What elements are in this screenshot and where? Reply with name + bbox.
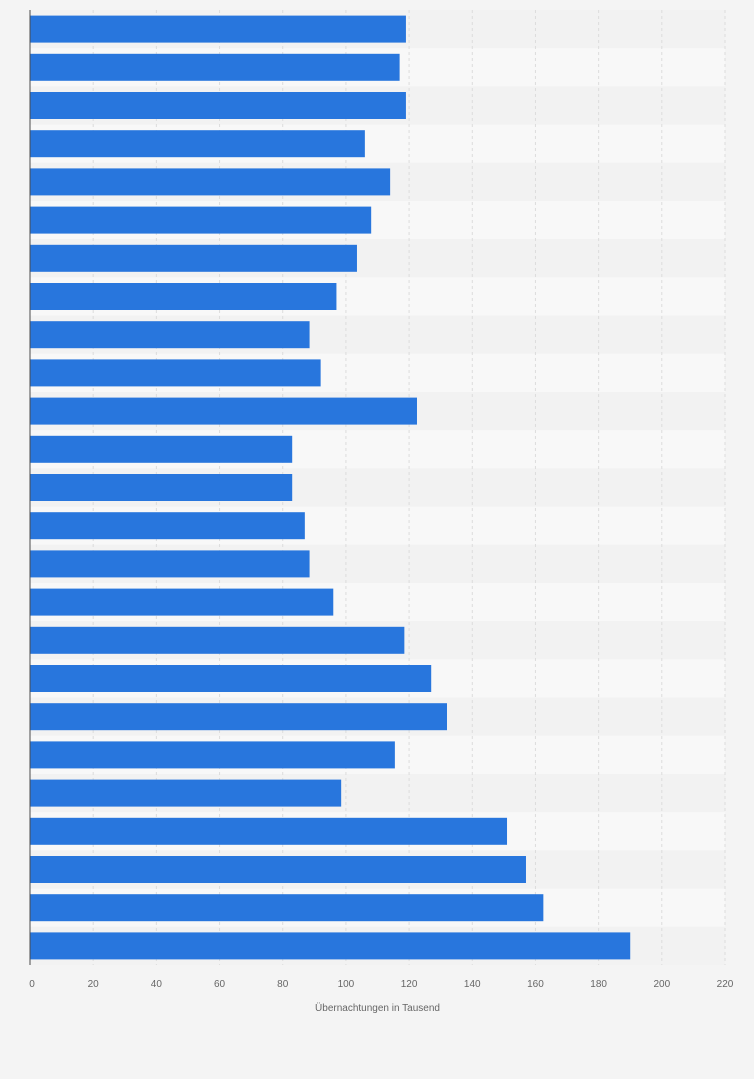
x-tick-label: 120 — [401, 979, 418, 990]
bar — [30, 15, 406, 43]
x-axis-ticks: 0 20 40 60 80 100 120 140 160 180 200 220 — [29, 979, 734, 990]
bar — [30, 550, 310, 578]
x-tick-label: 100 — [338, 979, 355, 990]
bar — [30, 53, 400, 81]
bar — [30, 244, 357, 272]
x-tick-label: 200 — [653, 979, 670, 990]
bar — [30, 932, 631, 960]
bar — [30, 741, 395, 769]
bar — [30, 92, 406, 119]
bar — [30, 321, 310, 349]
bar — [30, 665, 432, 692]
x-tick-label: 20 — [88, 979, 100, 990]
bar — [30, 817, 508, 845]
bar — [30, 168, 391, 196]
x-tick-label: 60 — [214, 979, 226, 990]
x-tick-label: 80 — [277, 979, 289, 990]
bar — [30, 512, 305, 540]
bar — [30, 856, 526, 883]
x-tick-label: 40 — [151, 979, 163, 990]
bar — [30, 397, 417, 425]
bar — [30, 474, 293, 501]
bar — [30, 703, 447, 731]
bar — [30, 894, 544, 922]
x-tick-label: 0 — [29, 979, 35, 990]
bar — [30, 779, 342, 807]
x-tick-label: 140 — [464, 979, 481, 990]
bar — [30, 359, 321, 387]
bar — [30, 435, 293, 463]
bars — [30, 15, 631, 960]
bar — [30, 626, 405, 654]
bar — [30, 283, 337, 310]
bar — [30, 130, 365, 158]
x-tick-label: 180 — [590, 979, 607, 990]
bar — [30, 588, 334, 616]
x-tick-label: 220 — [717, 979, 734, 990]
x-tick-label: 160 — [527, 979, 544, 990]
x-axis-title: Übernachtungen in Tausend — [315, 1002, 440, 1014]
bar — [30, 206, 372, 234]
